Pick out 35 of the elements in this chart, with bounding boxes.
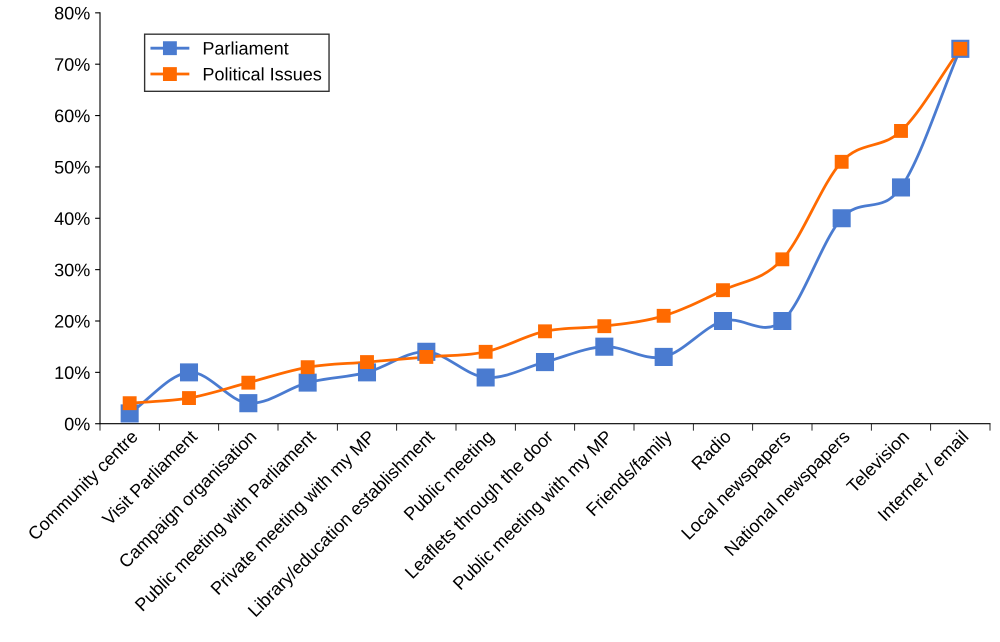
point bbox=[122, 396, 137, 410]
legend-label: Political Issues bbox=[204, 67, 322, 81]
point bbox=[656, 308, 671, 323]
point bbox=[182, 391, 196, 405]
point bbox=[300, 360, 315, 374]
point bbox=[595, 338, 614, 356]
point bbox=[716, 283, 730, 298]
y-tick-label: 10% bbox=[56, 366, 90, 380]
y-tick-label: 50% bbox=[54, 160, 90, 174]
point bbox=[239, 394, 258, 412]
point bbox=[241, 376, 256, 390]
y-tick-label: 30% bbox=[54, 264, 90, 276]
point bbox=[654, 348, 673, 366]
point bbox=[832, 209, 851, 228]
y-tick-label: 20% bbox=[55, 314, 90, 328]
point bbox=[360, 355, 374, 370]
point bbox=[892, 178, 910, 196]
point bbox=[476, 368, 495, 387]
y-tick-label: 60% bbox=[55, 109, 90, 122]
point bbox=[298, 374, 317, 392]
point bbox=[834, 154, 849, 169]
point bbox=[714, 312, 732, 330]
legend-label: Parliament bbox=[204, 41, 289, 55]
point bbox=[775, 252, 790, 266]
y-tick-label: 70% bbox=[55, 58, 90, 71]
point bbox=[597, 319, 612, 334]
point bbox=[180, 363, 198, 382]
point bbox=[894, 124, 908, 138]
point bbox=[538, 324, 552, 338]
point bbox=[478, 344, 493, 359]
y-tick-label: 80% bbox=[54, 6, 90, 20]
point bbox=[773, 312, 792, 330]
y-tick-label: 0% bbox=[64, 418, 90, 430]
point bbox=[536, 353, 554, 372]
y-tick-label: 40% bbox=[54, 212, 90, 225]
